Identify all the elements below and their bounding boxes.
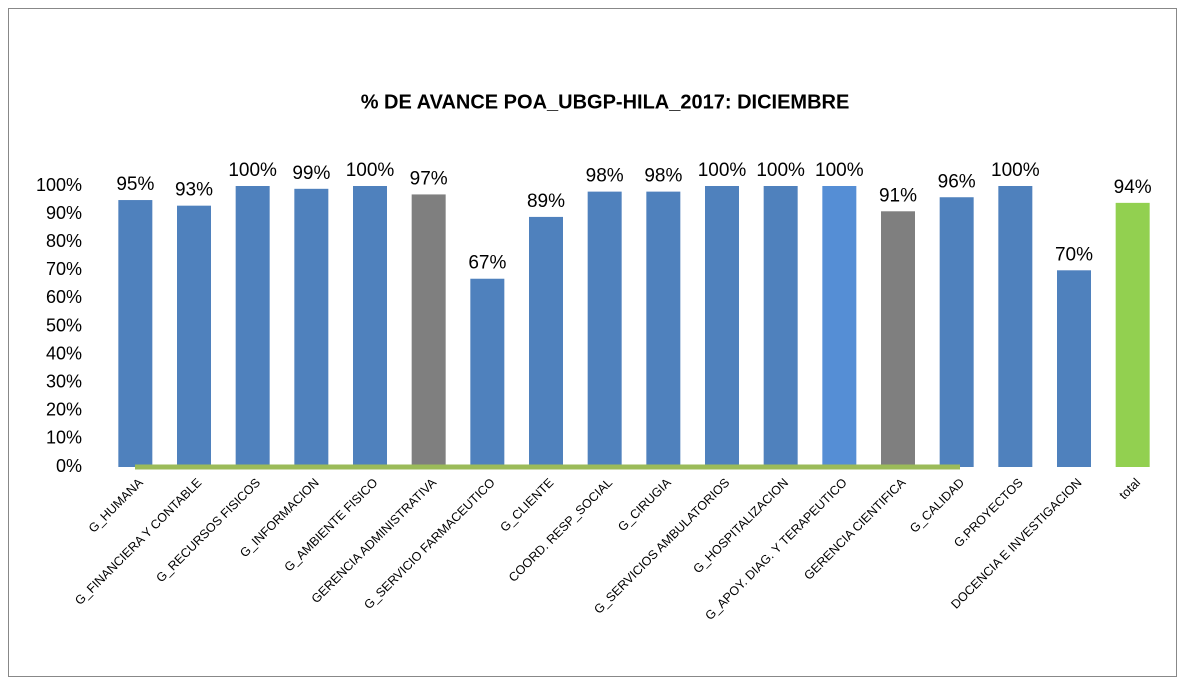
bar	[705, 186, 739, 467]
value-label: 100%	[756, 160, 805, 181]
bar	[822, 186, 857, 467]
value-label: 89%	[527, 191, 565, 212]
chart-title: % DE AVANCE POA_UBGP-HILA_2017: DICIEMBR…	[361, 91, 850, 113]
value-label: 100%	[698, 160, 747, 181]
value-label: 96%	[938, 171, 976, 192]
bar	[1057, 270, 1091, 467]
y-tick-label: 0%	[56, 456, 82, 476]
bar	[763, 186, 798, 467]
value-label: 99%	[292, 163, 330, 184]
value-label: 70%	[1055, 244, 1093, 265]
bar	[470, 278, 505, 467]
bar	[587, 191, 622, 467]
value-label: 100%	[228, 160, 277, 181]
bar	[118, 200, 153, 468]
bar	[411, 194, 446, 467]
bar	[294, 188, 329, 467]
value-label: 95%	[116, 174, 154, 195]
value-label: 94%	[1114, 177, 1152, 198]
bar	[998, 186, 1033, 467]
value-label: 98%	[586, 166, 624, 187]
y-tick-label: 50%	[46, 315, 82, 335]
value-label: 100%	[815, 160, 864, 181]
y-tick-label: 80%	[46, 231, 82, 251]
y-tick-label: 20%	[46, 400, 82, 420]
y-tick-label: 10%	[46, 428, 82, 448]
y-tick-label: 30%	[46, 371, 82, 391]
value-label: 97%	[410, 168, 448, 189]
y-tick-label: 70%	[46, 259, 82, 279]
value-label: 100%	[346, 160, 395, 181]
bar	[235, 186, 270, 467]
value-label: 67%	[468, 253, 506, 274]
bar	[177, 205, 211, 468]
bar	[939, 197, 974, 468]
bar	[881, 211, 915, 467]
bar	[1115, 202, 1150, 468]
y-tick-label: 90%	[46, 203, 82, 223]
value-label: 93%	[175, 180, 213, 201]
y-tick-label: 100%	[36, 175, 82, 195]
value-label: 91%	[879, 185, 917, 206]
value-label: 98%	[644, 166, 682, 187]
y-tick-label: 40%	[46, 343, 82, 363]
value-label: 100%	[991, 160, 1040, 181]
bar	[529, 216, 563, 467]
bar	[646, 191, 681, 467]
y-tick-label: 60%	[46, 287, 82, 307]
bar	[353, 186, 387, 467]
